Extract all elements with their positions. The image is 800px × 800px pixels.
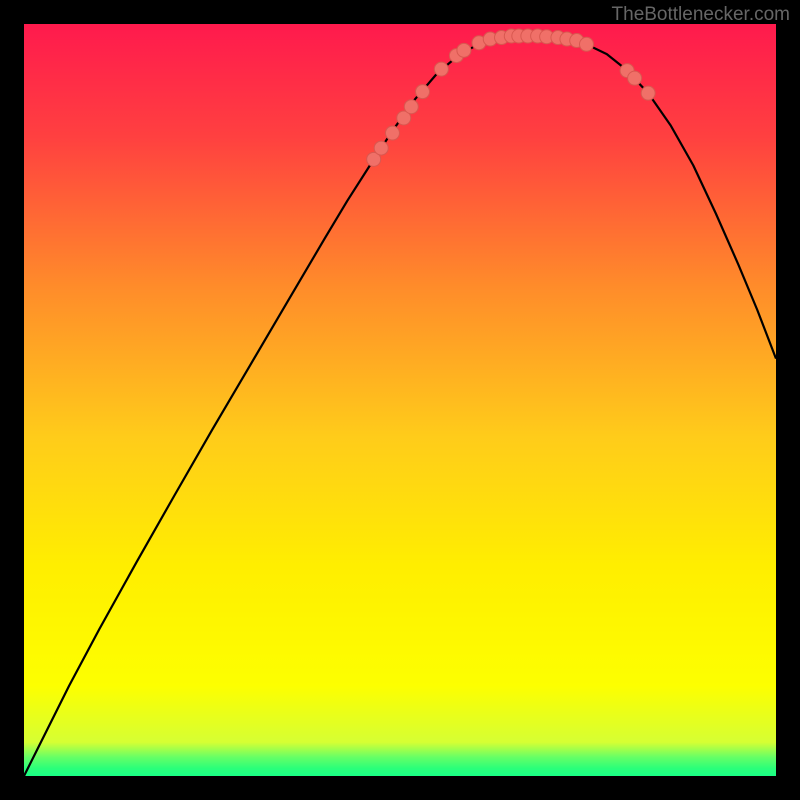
data-marker: [385, 126, 399, 140]
data-marker: [416, 85, 430, 99]
data-marker: [580, 37, 594, 51]
watermark-text: TheBottlenecker.com: [612, 4, 790, 26]
data-marker: [641, 86, 655, 100]
gradient-background: [24, 24, 776, 776]
data-marker: [457, 43, 471, 57]
data-marker: [404, 100, 418, 114]
data-marker: [628, 71, 642, 85]
chart-svg: [24, 24, 776, 776]
data-marker: [374, 141, 388, 155]
data-marker: [434, 62, 448, 76]
chart-plot: [24, 24, 776, 776]
